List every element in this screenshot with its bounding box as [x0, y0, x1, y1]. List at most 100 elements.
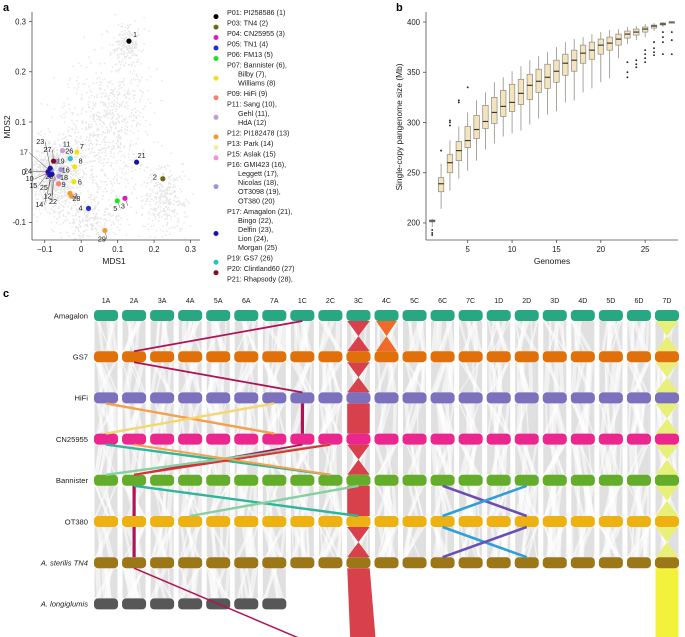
chromosome-bar-1-1	[122, 351, 147, 363]
legend-text-3-0: P05: TN1 (4)	[227, 40, 268, 49]
chromosome-bar-4-19	[626, 474, 651, 486]
boxplot-box-4	[455, 99, 462, 179]
chromosome-bar-3-2	[150, 433, 175, 445]
inversion-ribbon	[347, 527, 370, 558]
chromosome-bar-4-13	[458, 474, 483, 486]
inversion-ribbon	[655, 485, 679, 516]
chromosome-bar-1-20	[654, 351, 679, 363]
mds-point-label-17: 17	[20, 148, 28, 157]
svg-text:MDS1: MDS1	[102, 256, 126, 266]
chromosome-bar-6-12	[430, 557, 455, 569]
chromosome-bar-1-3	[178, 351, 203, 363]
panel-a-legend: P01: PI258586 (1) P03: TN4 (2)P04: CN2595…	[213, 8, 295, 285]
mds-point-label-10: 10	[26, 174, 34, 183]
panel-b-ylabel: Single-copy pangenome size (Mb)	[394, 63, 404, 190]
chromosome-bar-4-2	[150, 474, 175, 486]
legend-text-2-0: P04: CN25955 (3)	[227, 29, 285, 38]
legend-text-5-0: P07: Bannister (6),	[227, 61, 287, 70]
chromosome-bar-2-18	[598, 392, 623, 404]
mds-point-26	[67, 156, 73, 162]
svg-text:200: 200	[407, 219, 421, 228]
svg-text:0.2: 0.2	[15, 68, 26, 77]
mds-point-label-2: 2	[153, 173, 157, 182]
mds-point-label-6: 6	[78, 178, 82, 187]
translocation-line	[105, 402, 275, 435]
chromosome-bar-2-11	[402, 392, 427, 404]
panel-b-boxes	[429, 21, 675, 236]
panel-a-mds-plot: 0.30.20.10-0.1−0.1 0 0.1 0.2 0.3MDS1MDS21234…	[2, 8, 295, 285]
mds-point-label-7: 7	[80, 142, 84, 151]
legend-swatch-1	[213, 24, 219, 30]
panel-a-axes: 0.3 0.2 0.1 0 -0.1 −0.1 0 0.1 0.2 0.3 MDS1 MDS2	[2, 12, 200, 266]
chromosome-bar-4-10	[374, 474, 399, 486]
mds-point-label-14: 14	[35, 200, 43, 209]
top-chrom-label-3D: 3D	[550, 298, 559, 305]
svg-text:5: 5	[466, 245, 471, 254]
chromosome-bar-2-0	[94, 392, 119, 404]
chromosome-bar-6-9	[346, 557, 371, 569]
legend-text-6-0: P09: HiFi (9)	[227, 89, 267, 98]
svg-text:25: 25	[641, 245, 650, 254]
mds-point-25	[47, 172, 53, 178]
mds-point-1	[126, 38, 132, 44]
legend-text-11-2: Nicolas (18),	[238, 178, 278, 187]
svg-text:0.1: 0.1	[15, 118, 26, 127]
legend-swatch-14	[213, 270, 219, 276]
legend-text-11-4: OT380 (20)	[238, 196, 275, 205]
legend-text-7-2: HdA (12)	[238, 118, 266, 127]
chromosome-bar-4-8	[318, 474, 343, 486]
svg-text:400: 400	[407, 18, 421, 27]
boxplot-box-1	[429, 218, 436, 236]
chromosome-bar-4-11	[402, 474, 427, 486]
translocation-line	[133, 567, 299, 637]
svg-text:250: 250	[407, 169, 421, 178]
chromosome-bar-1-17	[570, 351, 595, 363]
mds-point-label-15: 15	[29, 181, 37, 190]
boxplot-box-14	[544, 52, 551, 115]
chromosome-bar-3-20	[654, 433, 679, 445]
boxplot-box-16	[562, 42, 569, 103]
svg-text:0.1: 0.1	[112, 245, 123, 254]
top-chrom-label-6D: 6D	[634, 298, 643, 305]
mds-point-label-27: 27	[44, 145, 52, 154]
boxplot-box-27	[659, 22, 667, 56]
legend-text-15-0: P21: Rhapsody (28),	[227, 275, 293, 284]
boxplot-box-23	[624, 27, 631, 79]
top-chrom-label-4A: 4A	[186, 298, 195, 305]
chromosome-bar-1-19	[626, 351, 651, 363]
legend-swatch-12	[213, 231, 219, 236]
mds-point-11	[60, 148, 66, 154]
legend-swatch-8	[213, 134, 219, 140]
chromosome-bar-5-6	[262, 516, 287, 527]
mds-point-2	[160, 176, 166, 182]
chromosome-bar-0-9	[346, 310, 371, 321]
top-chrom-label-7C: 7C	[466, 298, 475, 305]
chromosome-bar-3-15	[514, 433, 539, 445]
boxplot-box-13	[535, 56, 542, 119]
chromosome-bar-6-17	[570, 557, 595, 569]
boxplot-box-20	[597, 32, 604, 83]
chromosome-bar-5-16	[542, 516, 567, 527]
boxplot-box-10	[508, 71, 516, 134]
boxplot-box-8	[491, 82, 498, 144]
translocation-line	[442, 525, 528, 559]
chromosome-bar-6-18	[598, 557, 623, 569]
translocation-lines	[105, 320, 528, 637]
chromosome-bar-0-5	[234, 310, 259, 321]
row-label-6: A. sterilis TN4	[40, 559, 88, 568]
panel-c-letter: c	[3, 288, 10, 300]
chromosome-bar-6-11	[402, 557, 427, 569]
chromosome-bar-3-1	[122, 433, 147, 445]
chromosome-bar-6-4	[206, 557, 231, 569]
top-chrom-label-2C: 2C	[326, 298, 335, 305]
chromosome-bar-3-18	[598, 433, 623, 445]
chromosome-bar-0-7	[290, 310, 315, 321]
legend-swatch-5	[213, 75, 219, 81]
svg-text:300: 300	[407, 118, 421, 127]
legend-swatch-9	[213, 144, 219, 150]
mds-point-label-28: 28	[72, 194, 80, 203]
chromosome-bar-5-17	[570, 516, 595, 527]
boxplot-box-21	[606, 30, 613, 79]
panel-a-letter: a	[3, 2, 10, 14]
chromosome-bar-1-7	[290, 351, 315, 363]
